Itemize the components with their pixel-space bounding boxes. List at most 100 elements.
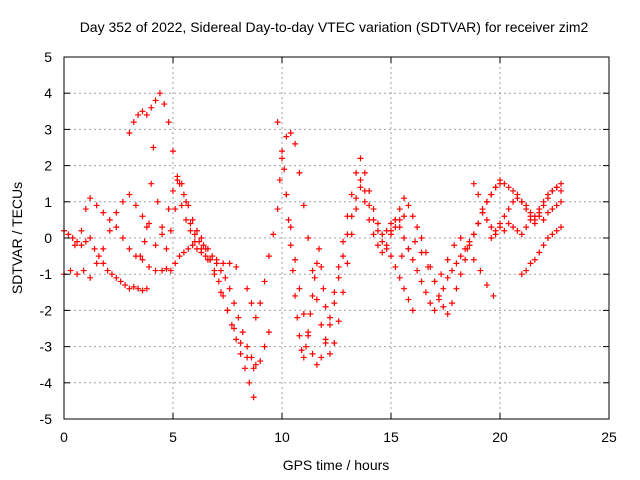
data-point: [178, 180, 185, 187]
data-point: [531, 256, 538, 263]
data-point: [231, 325, 238, 332]
data-point: [143, 111, 150, 118]
data-point: [252, 361, 259, 368]
series-track-6: [152, 173, 272, 372]
data-point: [126, 130, 133, 137]
data-point: [95, 253, 102, 260]
data-point: [479, 206, 486, 213]
data-points: [61, 90, 565, 401]
data-point: [270, 231, 277, 238]
data-point: [449, 267, 456, 274]
data-point: [318, 263, 325, 270]
data-point: [87, 235, 94, 241]
data-point: [241, 365, 248, 372]
data-point: [244, 354, 251, 361]
data-point: [163, 265, 170, 272]
x-tick-label: 0: [60, 429, 68, 445]
data-point: [379, 238, 386, 245]
data-point: [497, 177, 503, 184]
data-point: [414, 267, 421, 274]
data-point: [401, 213, 408, 220]
data-point: [183, 198, 190, 205]
data-point: [150, 144, 157, 151]
data-point: [431, 307, 438, 314]
data-point: [366, 187, 373, 194]
data-point: [388, 220, 394, 227]
y-tick-label: 2: [44, 158, 52, 174]
data-point: [257, 358, 264, 365]
data-point: [353, 195, 360, 202]
data-point: [170, 148, 176, 155]
data-point: [152, 242, 159, 249]
data-point: [226, 260, 233, 267]
data-point: [318, 321, 325, 328]
data-point: [93, 202, 100, 209]
data-point: [235, 314, 242, 321]
data-point: [274, 119, 281, 126]
data-point: [392, 224, 399, 231]
data-point: [379, 249, 386, 256]
y-tick-label: 0: [44, 230, 52, 246]
data-point: [331, 300, 338, 307]
series-track-4: [126, 90, 259, 368]
data-point: [296, 285, 303, 292]
data-point: [69, 235, 76, 241]
data-point: [396, 206, 403, 213]
data-point: [464, 245, 471, 252]
y-tick-label: -5: [40, 411, 53, 427]
data-point: [302, 343, 309, 350]
x-axis-label: GPS time / hours: [283, 457, 390, 473]
series-track-11: [398, 235, 497, 299]
data-point: [326, 321, 333, 328]
data-point: [122, 282, 129, 289]
data-point: [191, 231, 198, 238]
data-point: [135, 285, 142, 292]
data-point: [505, 220, 512, 227]
data-point: [228, 321, 235, 328]
data-point: [244, 343, 251, 350]
data-point: [488, 191, 495, 198]
data-point: [536, 249, 543, 256]
data-point: [187, 227, 194, 234]
data-point: [518, 271, 525, 278]
data-point: [348, 231, 355, 238]
data-point: [78, 227, 85, 234]
data-point: [211, 271, 218, 278]
data-point: [239, 329, 246, 336]
data-point: [165, 119, 172, 126]
y-tick-label: 5: [44, 49, 52, 65]
data-point: [237, 339, 244, 346]
y-tick-label: 3: [44, 121, 52, 137]
data-point: [361, 198, 368, 205]
data-point: [405, 202, 412, 209]
data-point: [536, 209, 543, 216]
data-point: [300, 202, 307, 209]
data-point: [553, 184, 560, 191]
data-point: [422, 289, 429, 296]
data-point: [156, 90, 163, 97]
series-track-15: [518, 224, 565, 278]
data-point: [427, 300, 434, 307]
y-axis-label: SDTVAR / TECUs: [9, 182, 25, 294]
data-point: [392, 263, 399, 270]
data-point: [87, 195, 94, 202]
data-point: [165, 206, 172, 213]
data-point: [311, 274, 318, 281]
data-point: [353, 169, 360, 176]
data-point: [392, 216, 399, 223]
data-point: [217, 289, 224, 296]
data-point: [283, 133, 290, 140]
data-point: [453, 260, 460, 267]
data-point: [279, 148, 285, 155]
data-point: [117, 278, 124, 285]
data-point: [292, 256, 299, 263]
data-point: [501, 180, 508, 187]
data-point: [553, 202, 560, 209]
data-point: [374, 220, 381, 227]
data-point: [544, 235, 551, 241]
y-tick-label: 1: [44, 194, 52, 210]
data-point: [370, 231, 377, 238]
data-point: [246, 379, 253, 386]
data-point: [505, 206, 512, 213]
data-point: [305, 235, 312, 241]
